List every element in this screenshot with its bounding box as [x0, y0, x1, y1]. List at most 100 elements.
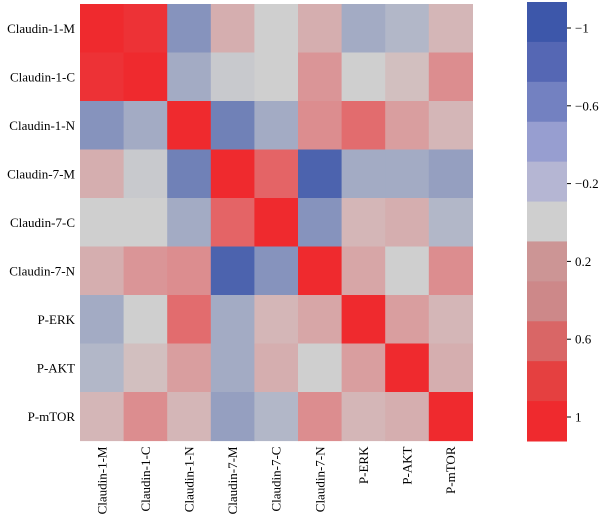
x-tick-label: Claudin-7-C	[269, 447, 284, 512]
colorbar-level	[527, 321, 567, 362]
colorbar-tick-label: 0.6	[575, 332, 592, 347]
heatmap-cell-p-erk-p-erk	[341, 295, 386, 345]
heatmap-cell-claudin-7-c-claudin-7-m	[210, 198, 255, 248]
heatmap-cell-p-akt-p-akt	[385, 343, 430, 393]
heatmap-cell-claudin-7-c-claudin-1-c	[123, 198, 168, 248]
heatmap-cell-claudin-7-m-p-akt	[385, 149, 430, 199]
x-tick-label: P-ERK	[356, 446, 371, 484]
heatmap-cell-p-mtor-claudin-7-c	[254, 392, 299, 442]
heatmap-cell-claudin-7-c-claudin-7-c	[254, 198, 299, 248]
y-tick-label: Claudin-1-N	[9, 118, 75, 133]
colorbar-tick-label: −1	[575, 21, 589, 36]
y-tick-label: Claudin-1-C	[10, 69, 75, 84]
heatmap-cell-claudin-7-n-p-mtor	[428, 246, 473, 296]
heatmap-cell-claudin-1-m-claudin-1-m	[80, 4, 125, 54]
x-tick-label: Claudin-7-N	[312, 446, 327, 512]
heatmap-cell-claudin-7-n-claudin-7-n	[298, 246, 343, 296]
heatmap-cell-claudin-7-c-claudin-7-n	[298, 198, 343, 248]
heatmap-cell-claudin-1-c-claudin-1-m	[80, 52, 125, 102]
heatmap-cell-p-erk-claudin-7-m	[210, 295, 255, 345]
heatmap-cell-claudin-7-c-claudin-1-n	[167, 198, 212, 248]
heatmap-cell-claudin-7-n-claudin-7-m	[210, 246, 255, 296]
heatmap-cell-claudin-1-c-claudin-1-n	[167, 52, 212, 102]
heatmap-cell-claudin-1-c-p-mtor	[428, 52, 473, 102]
x-tick-label: Claudin-7-M	[225, 446, 240, 514]
heatmap-cell-claudin-7-m-claudin-7-c	[254, 149, 299, 199]
heatmap-cell-claudin-1-c-p-erk	[341, 52, 386, 102]
heatmap-cell-claudin-7-n-claudin-7-c	[254, 246, 299, 296]
heatmap-cell-claudin-1-c-claudin-7-n	[298, 52, 343, 102]
y-tick-label: P-AKT	[37, 360, 75, 375]
heatmap-cell-claudin-7-m-p-mtor	[428, 149, 473, 199]
colorbar-level	[527, 241, 567, 282]
colorbar-level	[527, 401, 567, 442]
heatmap-cell-claudin-7-c-claudin-1-m	[80, 198, 125, 248]
heatmap-cell-p-akt-p-erk	[341, 343, 386, 393]
heatmap-cell-p-erk-claudin-1-c	[123, 295, 168, 345]
heatmap-cell-claudin-1-m-p-akt	[385, 4, 430, 54]
y-tick-label: Claudin-7-N	[9, 263, 75, 278]
heatmap-cell-claudin-7-m-claudin-1-n	[167, 149, 212, 199]
heatmap-cell-claudin-7-m-claudin-1-c	[123, 149, 168, 199]
heatmap-cell-p-akt-claudin-1-c	[123, 343, 168, 393]
heatmap-cell-claudin-1-n-claudin-1-n	[167, 101, 212, 151]
colorbar-tick-label: −0.2	[575, 176, 599, 191]
heatmap-cell-claudin-7-c-p-akt	[385, 198, 430, 248]
heatmap-cell-claudin-1-n-claudin-1-m	[80, 101, 125, 151]
x-tick-label: Claudin-1-N	[182, 446, 197, 512]
heatmap-cell-claudin-1-c-claudin-1-c	[123, 52, 168, 102]
heatmap-cells	[80, 4, 473, 442]
colorbar-tick-label: 1	[575, 410, 582, 425]
heatmap-cell-claudin-7-c-p-mtor	[428, 198, 473, 248]
colorbar-level	[527, 201, 567, 242]
x-tick-label: P-mTOR	[443, 446, 458, 494]
heatmap-cell-claudin-1-m-claudin-7-n	[298, 4, 343, 54]
x-axis-labels: Claudin-1-M Claudin-1-C Claudin-1-N Claudin…	[94, 446, 458, 514]
heatmap-cell-p-mtor-claudin-1-m	[80, 392, 125, 442]
heatmap-cell-p-akt-claudin-7-n	[298, 343, 343, 393]
y-tick-label: Claudin-1-M	[7, 21, 75, 36]
heatmap-cell-claudin-1-c-claudin-7-m	[210, 52, 255, 102]
heatmap-cell-p-akt-claudin-1-n	[167, 343, 212, 393]
heatmap-cell-p-akt-claudin-7-m	[210, 343, 255, 393]
heatmap-cell-p-akt-claudin-7-c	[254, 343, 299, 393]
heatmap-cell-claudin-1-n-claudin-1-c	[123, 101, 168, 151]
heatmap-cell-claudin-7-n-claudin-1-m	[80, 246, 125, 296]
colorbar-level	[527, 161, 567, 203]
heatmap-cell-p-mtor-p-erk	[341, 392, 386, 442]
colorbar	[527, 2, 567, 442]
heatmap-cell-claudin-1-m-claudin-7-c	[254, 4, 299, 54]
y-tick-label: Claudin-7-C	[10, 215, 75, 230]
heatmap-cell-p-erk-claudin-7-c	[254, 295, 299, 345]
x-tick-label: P-AKT	[400, 446, 415, 484]
heatmap-cell-p-erk-claudin-1-n	[167, 295, 212, 345]
y-tick-label: Claudin-7-M	[7, 166, 75, 181]
heatmap-cell-claudin-1-m-claudin-1-n	[167, 4, 212, 54]
y-axis-labels: Claudin-1-M Claudin-1-C Claudin-1-N Claudin…	[7, 21, 75, 424]
x-tick-label: Claudin-1-M	[94, 446, 109, 514]
heatmap-cell-claudin-7-n-p-akt	[385, 246, 430, 296]
colorbar-ticks: −1 −0.6 −0.2 0.2 0.6 1	[567, 21, 599, 425]
heatmap-cell-claudin-1-n-p-mtor	[428, 101, 473, 151]
colorbar-tick-label: 0.2	[575, 254, 591, 269]
heatmap-cell-claudin-1-c-claudin-7-c	[254, 52, 299, 102]
heatmap-cell-p-erk-p-akt	[385, 295, 430, 345]
heatmap-cell-claudin-1-n-p-akt	[385, 101, 430, 151]
heatmap-cell-claudin-1-n-p-erk	[341, 101, 386, 151]
heatmap-cell-claudin-7-m-p-erk	[341, 149, 386, 199]
heatmap-cell-p-mtor-p-mtor	[428, 392, 473, 442]
y-tick-label: P-ERK	[37, 312, 75, 327]
heatmap-cell-claudin-7-n-claudin-1-n	[167, 246, 212, 296]
colorbar-level	[527, 81, 567, 123]
heatmap-cell-p-akt-p-mtor	[428, 343, 473, 393]
heatmap-cell-claudin-1-n-claudin-7-m	[210, 101, 255, 151]
colorbar-level	[527, 361, 567, 402]
heatmap-cell-p-erk-p-mtor	[428, 295, 473, 345]
colorbar-level	[527, 41, 567, 83]
heatmap-cell-claudin-1-m-claudin-7-m	[210, 4, 255, 54]
heatmap-cell-claudin-1-n-claudin-7-c	[254, 101, 299, 151]
colorbar-level	[527, 121, 567, 163]
heatmap-cell-claudin-1-c-p-akt	[385, 52, 430, 102]
heatmap-cell-p-mtor-claudin-7-m	[210, 392, 255, 442]
